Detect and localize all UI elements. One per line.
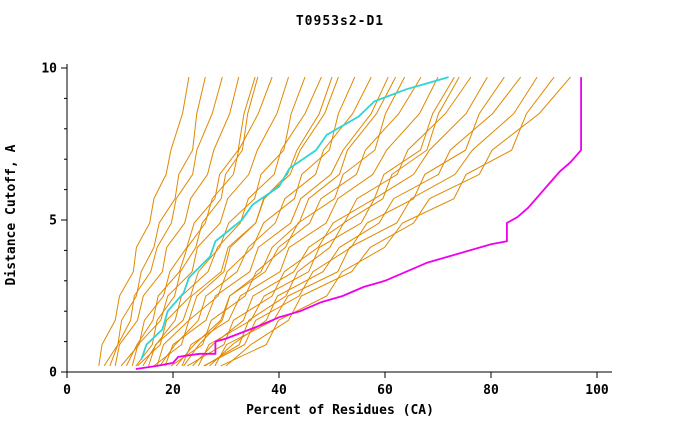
x-tick-label-40: 40 [271,383,287,398]
model-curve-7 [131,76,289,367]
model-curve-8 [137,76,306,367]
y-axis-label: Distance Cutoff, A [4,144,19,285]
model-curve-13 [164,76,389,367]
model-curve-19 [197,76,488,367]
x-tick-label-100: 100 [585,383,609,398]
model-curve-22 [214,76,538,367]
model-curve-2 [103,76,206,367]
model-curve-28 [204,76,460,367]
x-axis-label: Percent of Residues (CA) [246,403,434,418]
x-tick-label-80: 80 [483,383,499,398]
model-curve-6 [125,76,273,367]
axes-layer [66,64,612,373]
model-curve-14 [170,76,406,367]
x-tick-label-60: 60 [377,383,393,398]
model-curve-5 [120,76,256,367]
model-curve-4 [114,76,240,366]
x-tick-label-0: 0 [63,383,71,398]
model-curve-9 [142,76,322,367]
model-curve-25 [135,76,259,367]
model-curve-26 [156,76,333,367]
model-curve-12 [159,76,372,367]
model-curve-15 [175,76,422,367]
model-curve-18 [192,76,472,367]
magenta-model-curve [135,77,582,370]
series-layer [98,76,582,370]
y-tick-label-0: 0 [49,366,57,381]
model-curve-24 [225,76,571,367]
model-curve-3 [109,76,223,367]
model-curve-16 [181,76,439,367]
model-curve-1 [98,77,190,366]
y-tick-label-5: 5 [49,214,57,229]
y-ticks-layer: 0 5 10 [41,62,67,381]
cyan-model-curve [140,76,449,361]
x-tick-label-20: 20 [165,383,181,398]
y-tick-label-10: 10 [41,62,57,77]
model-curve-11 [153,76,356,367]
plot-title: T0953s2-D1 [296,14,384,29]
model-curve-10 [148,76,339,367]
model-curve-23 [220,76,555,367]
model-curve-27 [183,76,397,367]
x-ticks-layer: 0 20 40 60 80 100 [63,372,609,398]
